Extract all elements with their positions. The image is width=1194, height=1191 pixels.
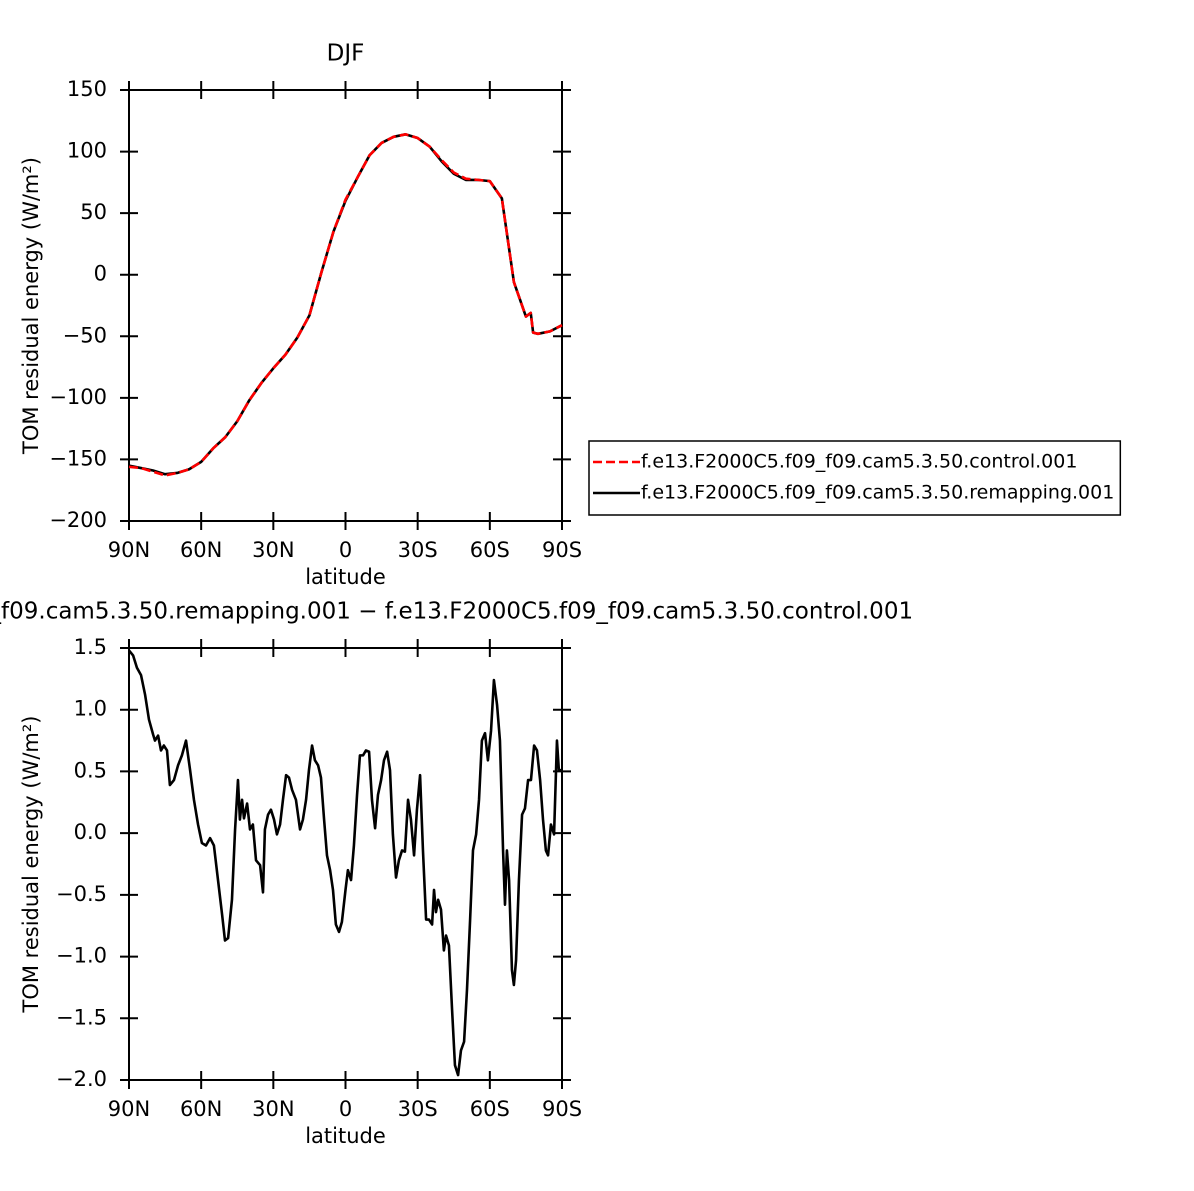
- x-tick-label: 30S: [398, 538, 438, 562]
- data-line: [127, 649, 562, 1077]
- legend-label: f.e13.F2000C5.f09_f09.cam5.3.50.control.…: [641, 451, 1077, 473]
- x-tick-label: 30N: [252, 1097, 294, 1121]
- y-tick-label: 150: [67, 77, 107, 101]
- data-line: [128, 133, 563, 477]
- x-tick-label: 90N: [108, 1097, 150, 1121]
- x-axis-label: latitude: [305, 565, 386, 589]
- y-tick-label: −0.5: [56, 882, 107, 906]
- y-tick-label: 50: [80, 200, 107, 224]
- y-tick-label: 1.0: [74, 697, 107, 721]
- chart-title: f.e13.F2000C5.f09_f09.cam5.3.50.remappin…: [0, 599, 913, 625]
- x-tick-label: 60N: [180, 538, 222, 562]
- plot-frame: [128, 647, 563, 1081]
- y-tick-label: −50: [63, 323, 107, 347]
- y-tick-label: 0: [94, 262, 107, 286]
- data-line: [128, 133, 563, 476]
- chart-title: DJF: [327, 41, 365, 67]
- y-tick-label: −1.5: [56, 1005, 107, 1029]
- x-tick-label: 60S: [470, 1097, 510, 1121]
- plot-frame: [128, 89, 563, 522]
- x-tick-label: 60S: [470, 538, 510, 562]
- x-tick-label: 30N: [252, 538, 294, 562]
- y-tick-label: 100: [67, 139, 107, 163]
- x-tick-label: 90S: [542, 1097, 582, 1121]
- x-tick-label: 30S: [398, 1097, 438, 1121]
- x-tick-label: 90S: [542, 538, 582, 562]
- legend-box: [588, 440, 1122, 516]
- y-axis-label: TOM residual energy (W/m²): [19, 157, 43, 455]
- y-tick-label: 0.5: [74, 758, 107, 782]
- y-tick-label: −2.0: [56, 1067, 107, 1091]
- x-tick-label: 0: [339, 538, 352, 562]
- x-tick-label: 60N: [180, 1097, 222, 1121]
- y-tick-label: −200: [49, 508, 107, 532]
- y-tick-label: 1.5: [74, 635, 107, 659]
- y-tick-label: 0.0: [74, 820, 107, 844]
- x-axis-label: latitude: [305, 1124, 386, 1148]
- legend: f.e13.F2000C5.f09_f09.cam5.3.50.control.…: [588, 440, 1122, 516]
- y-tick-label: −100: [49, 385, 107, 409]
- y-tick-label: −150: [49, 446, 107, 470]
- legend-label: f.e13.F2000C5.f09_f09.cam5.3.50.remappin…: [641, 482, 1114, 504]
- x-tick-label: 90N: [108, 538, 150, 562]
- x-tick-label: 0: [339, 1097, 352, 1121]
- y-tick-label: −1.0: [56, 944, 107, 968]
- y-axis-label: TOM residual energy (W/m²): [19, 716, 43, 1014]
